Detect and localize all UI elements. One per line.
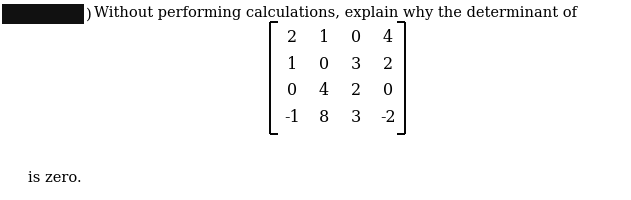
Text: -1: -1: [284, 109, 300, 126]
Text: 2: 2: [287, 29, 297, 46]
Text: 1: 1: [319, 29, 329, 46]
Text: 3: 3: [351, 56, 361, 73]
Bar: [2, 4, 84, 23]
Text: Without performing calculations, explain why the determinant of: Without performing calculations, explain…: [94, 6, 577, 20]
Text: 4: 4: [319, 82, 329, 99]
Text: 0: 0: [383, 82, 393, 99]
Text: 1: 1: [287, 56, 297, 73]
Text: 0: 0: [287, 82, 297, 99]
Text: 0: 0: [319, 56, 329, 73]
Text: -2: -2: [380, 109, 396, 126]
Text: 3: 3: [351, 109, 361, 126]
Text: 2: 2: [383, 56, 393, 73]
Text: 4: 4: [383, 29, 393, 46]
Text: is zero.: is zero.: [28, 171, 81, 185]
Text: 8: 8: [319, 109, 329, 126]
Text: 0: 0: [351, 29, 361, 46]
Text: 2: 2: [351, 82, 361, 99]
Text: ): ): [86, 8, 91, 22]
